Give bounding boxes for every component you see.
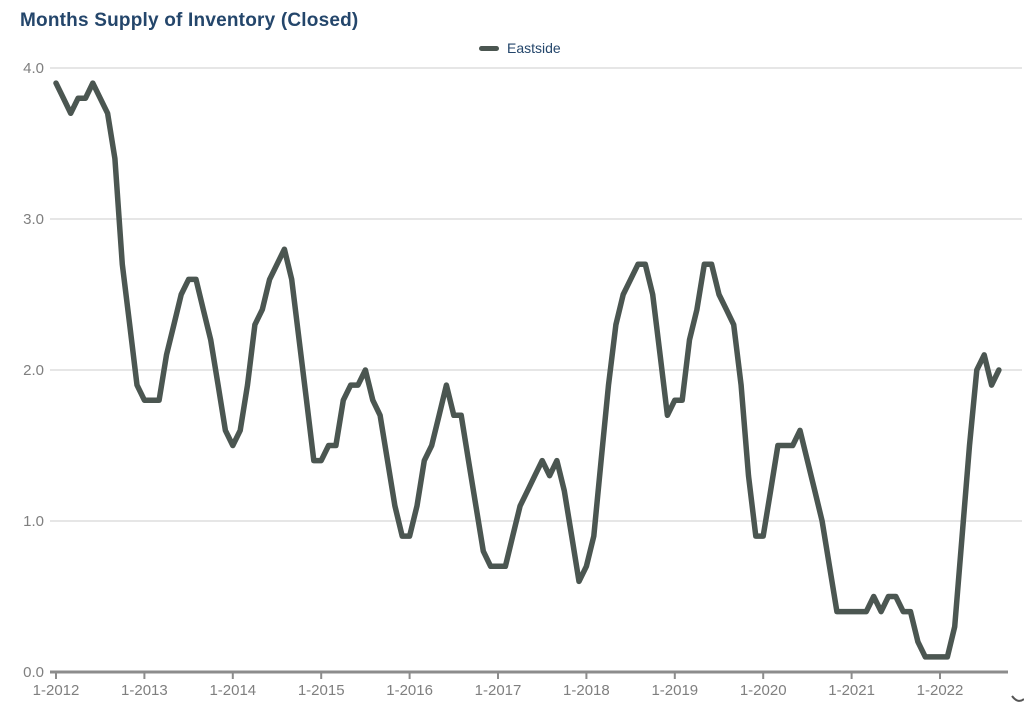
x-tick-label: 1-2021: [828, 682, 875, 699]
x-tick-label: 1-2017: [475, 682, 522, 699]
x-tick-label: 1-2016: [386, 682, 433, 699]
x-tick-label: 1-2012: [33, 682, 80, 699]
x-tick-label: 1-2019: [651, 682, 698, 699]
x-tick-label: 1-2018: [563, 682, 610, 699]
cursor-artifact: [1011, 695, 1024, 702]
x-tick-label: 1-2013: [121, 682, 168, 699]
y-tick-label: 2.0: [23, 362, 44, 379]
y-tick-label: 0.0: [23, 664, 44, 681]
legend-label: Eastside: [507, 40, 561, 56]
chart-title: Months Supply of Inventory (Closed): [20, 10, 359, 31]
x-tick-label: 1-2022: [917, 682, 964, 699]
y-tick-label: 1.0: [23, 513, 44, 530]
x-tick-label: 1-2020: [740, 682, 787, 699]
x-tick-label: 1-2015: [298, 682, 345, 699]
y-tick-label: 3.0: [23, 211, 44, 228]
series-line-eastside: [53, 80, 1002, 660]
legend-line-swatch-icon: [479, 45, 499, 51]
x-tick-label: 1-2014: [209, 682, 256, 699]
y-tick-label: 4.0: [23, 60, 44, 77]
legend: Eastside: [479, 40, 561, 56]
